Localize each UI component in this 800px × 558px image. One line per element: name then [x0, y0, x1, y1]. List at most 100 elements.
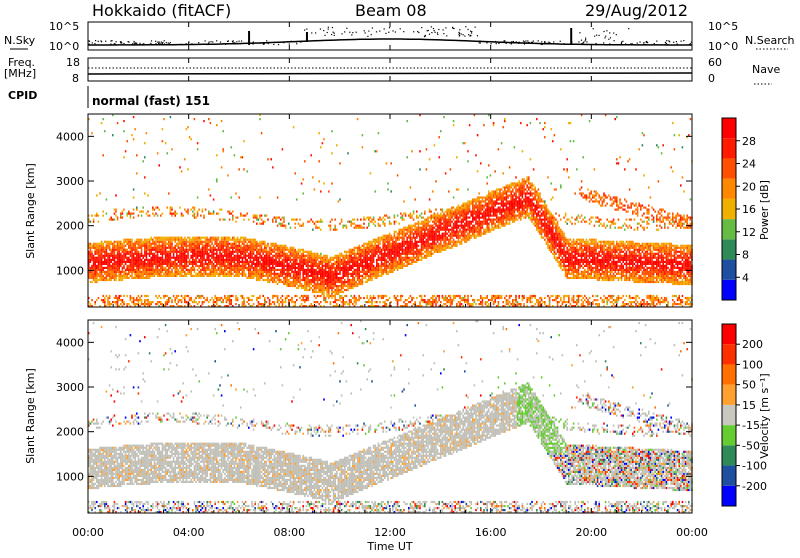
power-cell [323, 295, 325, 297]
power-cell [285, 265, 287, 267]
power-cell [346, 267, 348, 269]
power-cell [384, 263, 386, 265]
power-cell [211, 263, 213, 265]
power-cell [379, 225, 381, 227]
power-cell [384, 257, 386, 259]
power-cell [122, 259, 124, 261]
power-cell [286, 253, 288, 255]
power-cell [198, 301, 200, 303]
nsearch-dot [105, 41, 106, 42]
power-cell [381, 253, 383, 255]
power-cell [149, 263, 151, 265]
power-cell [390, 162, 392, 164]
nsearch-dot [234, 42, 235, 43]
power-cell [90, 275, 92, 277]
power-cell [338, 289, 340, 291]
power-cell [229, 265, 231, 267]
power-cell [118, 257, 120, 259]
power-cell [181, 273, 183, 275]
power-cell [179, 257, 181, 259]
power-cell [171, 263, 173, 265]
nsearch-dot [603, 31, 604, 32]
power-cell [274, 247, 276, 249]
power-cell [170, 211, 172, 213]
power-cell [248, 253, 250, 255]
power-cell [290, 273, 292, 275]
power-cell [272, 166, 274, 168]
power-cell [168, 243, 170, 245]
power-cell [299, 219, 301, 221]
power-cell [384, 219, 386, 221]
power-cell [102, 249, 104, 251]
power-cell [226, 245, 228, 247]
power-cell [368, 225, 370, 227]
power-cell [408, 259, 410, 261]
power-cell [354, 257, 356, 259]
nsearch-dot [625, 43, 626, 44]
power-cell [389, 217, 391, 219]
power-cell [346, 265, 348, 267]
power-cell [349, 259, 351, 261]
power-cell [370, 295, 372, 297]
power-cell [139, 267, 141, 269]
power-cell [419, 249, 421, 251]
power-cell [387, 257, 389, 259]
power-cell [141, 303, 143, 305]
power-cell [259, 297, 261, 299]
power-cell [112, 249, 114, 251]
power-cell [272, 257, 274, 259]
power-cell [147, 245, 149, 247]
power-cell [232, 253, 234, 255]
power-cell [355, 253, 357, 255]
power-cell [93, 247, 95, 249]
power-cell [288, 259, 290, 261]
power-cell [123, 249, 125, 251]
power-cell [336, 255, 338, 257]
power-cell [355, 263, 357, 265]
power-cell [362, 134, 364, 136]
power-cell [243, 299, 245, 301]
nsearch-dot [533, 40, 534, 41]
power-cell [112, 275, 114, 277]
power-cell [206, 273, 208, 275]
power-cell [386, 215, 388, 217]
power-cell [125, 255, 127, 257]
power-cell [242, 241, 244, 243]
power-cell [133, 269, 135, 271]
nsearch-dot [459, 35, 460, 36]
power-cell [176, 243, 178, 245]
power-cell [160, 273, 162, 275]
power-cell [402, 257, 404, 259]
power-cell [381, 269, 383, 271]
power-cell [342, 267, 344, 269]
power-cell [381, 295, 383, 297]
power-cell [179, 263, 181, 265]
power-cell [251, 253, 253, 255]
power-cell [237, 263, 239, 265]
power-cell [197, 245, 199, 247]
power-cell [118, 269, 120, 271]
power-cell [318, 221, 320, 223]
power-cell [195, 259, 197, 261]
power-cell [189, 136, 191, 138]
power-cell [349, 221, 351, 223]
power-cell [198, 271, 200, 273]
power-cell [114, 253, 116, 255]
power-cell [107, 303, 109, 305]
power-cell [421, 227, 423, 229]
power-cell [115, 249, 117, 251]
power-cell [392, 257, 394, 259]
power-cell [349, 249, 351, 251]
power-cell [194, 261, 196, 263]
power-cell [170, 239, 172, 241]
power-cell [182, 215, 184, 217]
power-cell [274, 271, 276, 273]
power-cell [421, 233, 423, 235]
nsearch-dot [333, 32, 334, 33]
power-cell [248, 247, 250, 249]
power-cell [290, 269, 292, 271]
power-cell [333, 281, 335, 283]
power-cell [299, 269, 301, 271]
power-cell [317, 265, 319, 267]
power-cell [275, 275, 277, 277]
